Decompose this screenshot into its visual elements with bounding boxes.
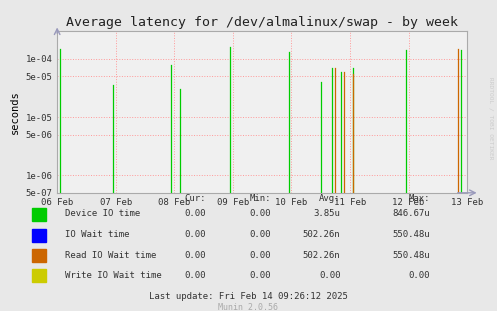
Text: 550.48u: 550.48u [392,230,430,239]
Text: Cur:: Cur: [185,193,206,202]
Text: 0.00: 0.00 [249,209,271,218]
Y-axis label: seconds: seconds [10,90,20,134]
Title: Average latency for /dev/almalinux/swap - by week: Average latency for /dev/almalinux/swap … [66,16,458,29]
Text: 502.26n: 502.26n [303,250,340,259]
Text: Min:: Min: [249,193,271,202]
Text: 0.00: 0.00 [249,250,271,259]
Text: 0.00: 0.00 [319,271,340,280]
Text: Write IO Wait time: Write IO Wait time [65,271,162,280]
Text: 846.67u: 846.67u [392,209,430,218]
Text: 0.00: 0.00 [185,271,206,280]
Text: 0.00: 0.00 [185,230,206,239]
Text: 550.48u: 550.48u [392,250,430,259]
Text: Read IO Wait time: Read IO Wait time [65,250,156,259]
Text: Munin 2.0.56: Munin 2.0.56 [219,303,278,311]
Text: RRDTOOL / TOBI OETIKER: RRDTOOL / TOBI OETIKER [489,77,494,160]
Text: Avg:: Avg: [319,193,340,202]
Text: 0.00: 0.00 [185,250,206,259]
Text: IO Wait time: IO Wait time [65,230,129,239]
Text: 0.00: 0.00 [185,209,206,218]
Text: Device IO time: Device IO time [65,209,140,218]
Text: 0.00: 0.00 [409,271,430,280]
Text: Max:: Max: [409,193,430,202]
Text: Last update: Fri Feb 14 09:26:12 2025: Last update: Fri Feb 14 09:26:12 2025 [149,292,348,301]
Text: 0.00: 0.00 [249,230,271,239]
Text: 502.26n: 502.26n [303,230,340,239]
Text: 3.85u: 3.85u [314,209,340,218]
Text: 0.00: 0.00 [249,271,271,280]
